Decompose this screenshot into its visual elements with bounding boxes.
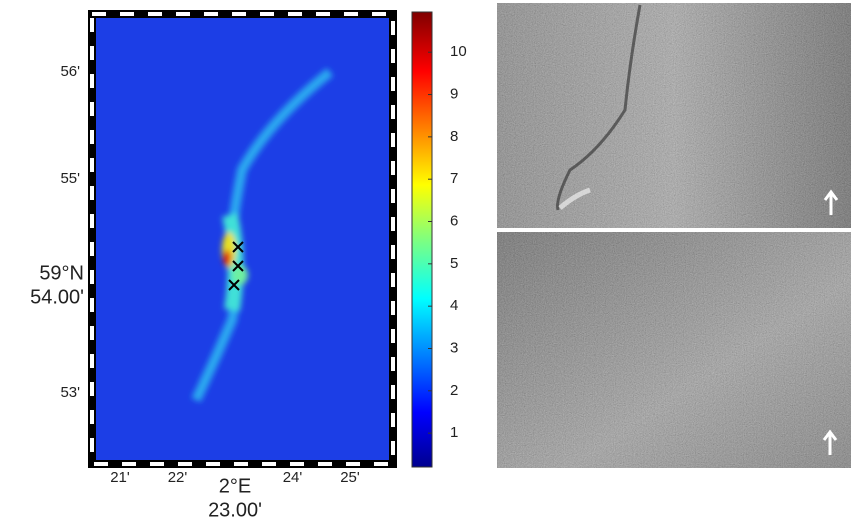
x-tick-label: 21': [110, 469, 130, 486]
frame-dashes: [90, 12, 395, 466]
colorbar-tick-label: 3: [450, 339, 458, 356]
plume: [191, 68, 334, 403]
colorbar-tick-label: 5: [450, 255, 458, 272]
y-tick-label: 56': [60, 63, 80, 80]
x-tick-label: 23.00': [208, 499, 262, 521]
x-tick-label: 24': [283, 469, 303, 486]
x-tick-label: 22': [168, 469, 188, 486]
y-tick-label: 53': [60, 384, 80, 401]
y-tick-label: 55': [60, 170, 80, 187]
x-tick-label: 2°E: [219, 475, 251, 497]
colorbar: [411, 11, 433, 468]
colorbar-tick-label: 8: [450, 128, 458, 145]
colorbar-tick-label: 2: [450, 382, 458, 399]
colorbar-tick-label: 4: [450, 297, 458, 314]
y-tick-label: 59°N: [39, 262, 84, 284]
sonar-bottom: [497, 232, 851, 468]
colorbar-tick-label: 7: [450, 170, 458, 187]
markers: [228, 241, 244, 291]
colorbar-tick-label: 9: [450, 86, 458, 103]
colorbar-tick-label: 6: [450, 212, 458, 229]
x-tick-label: 25': [340, 469, 360, 486]
colorbar-tick-label: 10: [450, 43, 467, 60]
map-background: [92, 14, 393, 464]
colorbar-tick-label: 1: [450, 424, 458, 441]
y-tick-label: 54.00': [30, 286, 84, 308]
sonar-top: [497, 3, 851, 228]
map-panel: [88, 10, 397, 468]
